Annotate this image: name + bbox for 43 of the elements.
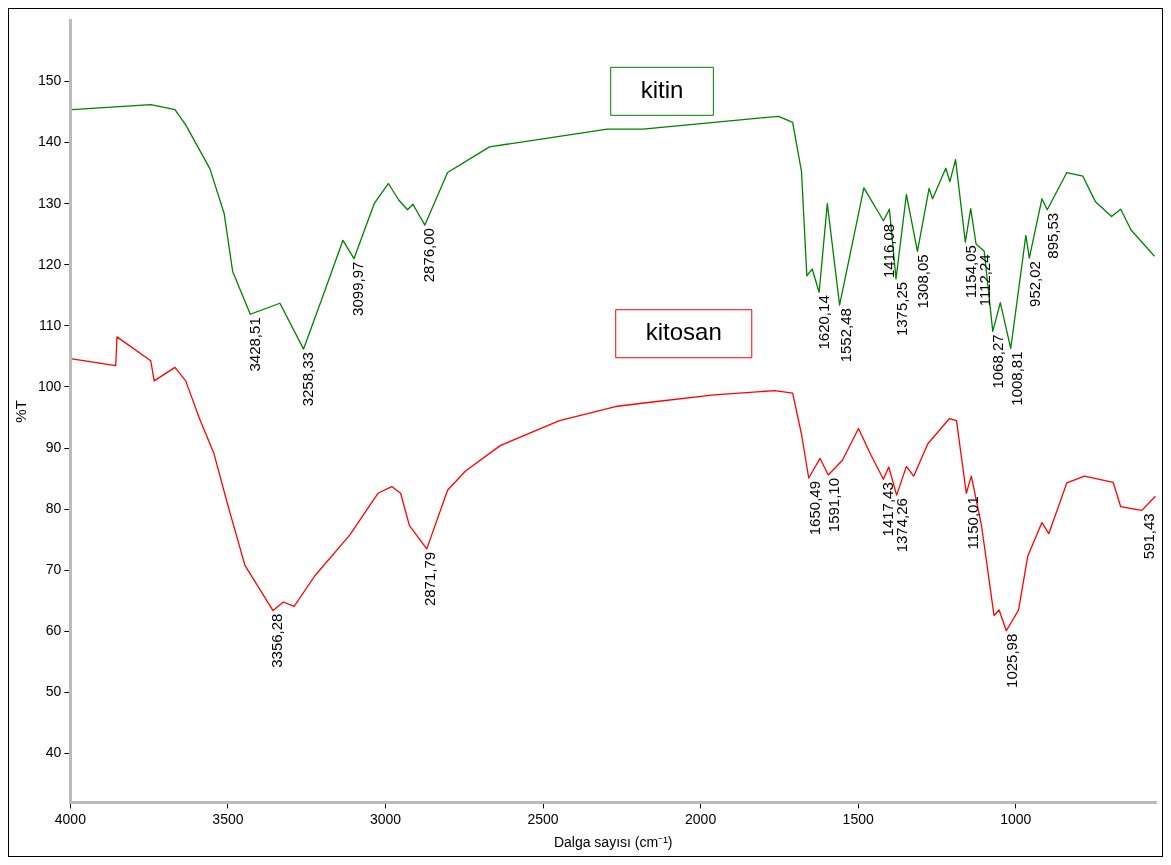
y-tick-label: 40 [45, 744, 62, 761]
annotation: 1591,10 [824, 477, 842, 533]
series-label: kitin [640, 75, 684, 103]
y-tick-label: 140 [38, 133, 62, 150]
annotation: 1068,27 [989, 334, 1007, 389]
x-axis-title: Dalga sayısı (cm⁻¹) [553, 834, 673, 851]
annotation: 3356,28 [268, 613, 286, 668]
text: kitosan [645, 318, 722, 346]
annotation: 2871,79 [421, 551, 439, 607]
x-tick-label: 2000 [685, 810, 717, 827]
x-tick-label: 4000 [54, 810, 87, 827]
annotation: 591,43 [1139, 513, 1157, 560]
y-axis-title: %T [12, 400, 30, 423]
y-tick-label: 90 [45, 438, 62, 455]
annotation: 952,02 [1026, 261, 1044, 307]
x-tick-label: 3000 [369, 810, 402, 827]
x-tick-label: 1500 [842, 810, 874, 827]
annotation: 2876,00 [419, 228, 437, 283]
y-tick-label: 130 [38, 194, 62, 211]
annotation: 1375,25 [892, 281, 910, 337]
annotation: 1552,48 [836, 308, 854, 363]
annotation: 3428,51 [245, 317, 263, 372]
annotation: 1650,49 [805, 480, 823, 536]
y-tick-label: 120 [38, 255, 62, 272]
y-tick-label: 100 [38, 377, 62, 394]
annotation: 3099,97 [349, 261, 367, 316]
annotation: 1150,01 [963, 496, 981, 550]
annotation: 1025,98 [1002, 633, 1020, 688]
annotation: 3258,33 [299, 352, 317, 407]
annotation: 895,53 [1043, 212, 1061, 259]
y-tick-label: 80 [45, 500, 62, 517]
y-tick-label: 150 [38, 72, 62, 89]
annotation: 1008,81 [1008, 351, 1026, 406]
y-tick-label: 50 [45, 683, 62, 700]
annotation: 1308,05 [913, 254, 931, 309]
x-tick-label: 3500 [212, 810, 244, 827]
annotation: 1416,08 [879, 223, 897, 279]
y-tick-label: 70 [45, 561, 62, 578]
y-tick-label: 60 [45, 622, 62, 639]
x-tick-label: 2500 [527, 810, 559, 827]
y-tick-label: 110 [39, 316, 62, 333]
x-tick-label: 1000 [1000, 810, 1032, 827]
annotation: 1620,14 [815, 295, 833, 350]
